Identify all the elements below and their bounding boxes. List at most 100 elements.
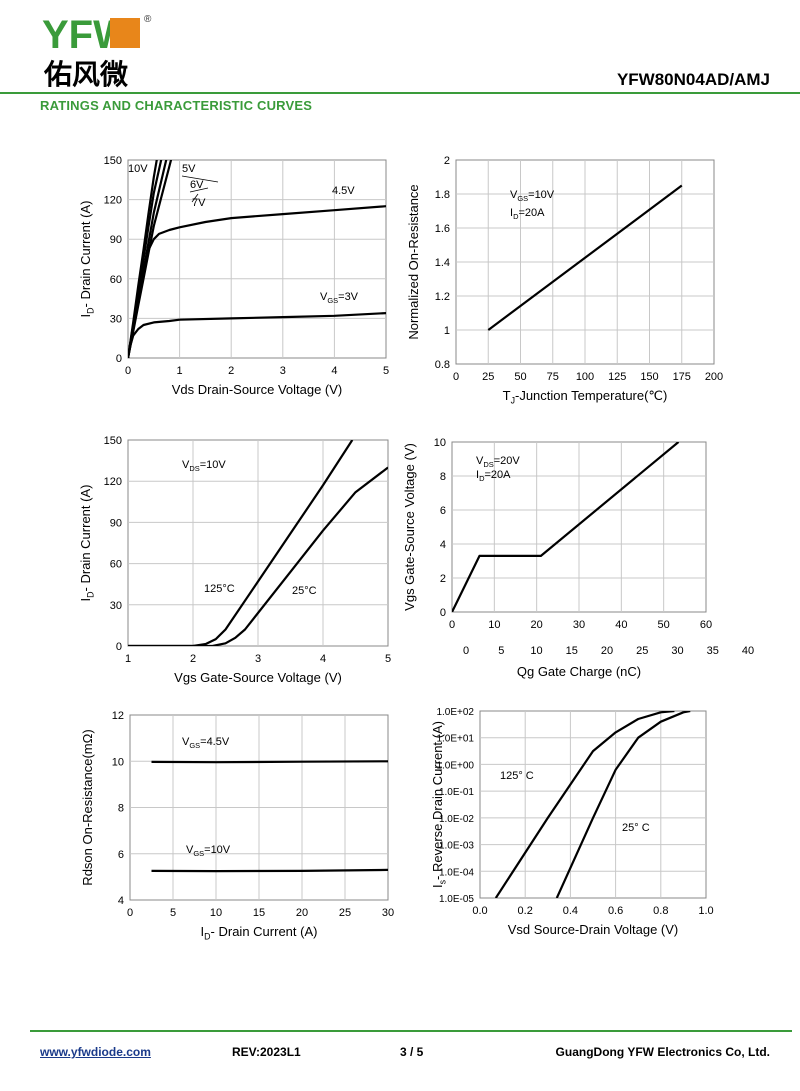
series-line-1 [555, 711, 691, 898]
x-tick-label: 4 [331, 365, 337, 377]
chart-annotation: 7V [192, 197, 206, 209]
y-axis-title: ID- Drain Current (A) [78, 485, 95, 602]
y-axis-title: Is- Reverse Drain Current (A) [430, 721, 447, 888]
x-axis-title: Qg Gate Charge (nC) [517, 664, 641, 679]
x2-tick-label: 5 [498, 645, 504, 657]
x-tick-label: 75 [547, 371, 559, 383]
y-tick-label: 2 [444, 155, 450, 167]
y-tick-label: 6 [440, 505, 446, 517]
y-tick-label: 4 [118, 895, 124, 907]
x-tick-label: 200 [705, 371, 723, 383]
series-line-0 [151, 760, 388, 764]
logo-w-block [110, 18, 140, 48]
x2-tick-label: 30 [671, 645, 683, 657]
x-axis-title: Vsd Source-Drain Voltage (V) [508, 922, 679, 937]
x-tick-label: 30 [382, 907, 394, 919]
x-tick-label: 50 [658, 619, 670, 631]
label-leader-line [181, 175, 219, 183]
chart-annotation: VGS=4.5V [182, 736, 230, 750]
x2-tick-label: 15 [566, 645, 578, 657]
y-tick-label: 150 [104, 155, 122, 167]
series-line-4 [128, 205, 386, 358]
y-tick-label: 1.0E-02 [439, 814, 474, 825]
y-tick-label: 1.8 [435, 189, 450, 201]
footer-company: GuangDong YFW Electronics Co, Ltd. [555, 1045, 770, 1059]
x-tick-label: 0.6 [608, 905, 623, 917]
x-axis-title: TJ-Junction Temperature(℃) [503, 388, 668, 405]
x-tick-label: 175 [673, 371, 691, 383]
x-tick-label: 25 [339, 907, 351, 919]
y-tick-label: 0 [116, 641, 122, 653]
y-axis-title: ID- Drain Current (A) [78, 201, 95, 318]
x-tick-label: 1 [125, 653, 131, 665]
y-tick-label: 1.0E+02 [436, 707, 474, 718]
series-line-0 [452, 442, 680, 612]
chart-rdson-vs-drain-current: 0 5 10 15 20 25 30 4 6 8 10 12 ID- Drain Current (A)… [78, 705, 408, 950]
series-line-1 [128, 466, 388, 646]
y-tick-label: 1.2 [435, 291, 450, 303]
y-axis-title: Rdson On-Resistance(mΩ) [80, 729, 95, 885]
footer-website-link[interactable]: www.yfwdiode.com [40, 1045, 151, 1059]
x-tick-label: 0 [125, 365, 131, 377]
y-tick-label: 1.0E+00 [436, 760, 474, 771]
x-tick-label: 2 [190, 653, 196, 665]
x-tick-label: 0 [453, 371, 459, 383]
header-divider [0, 92, 800, 94]
x-axis-title: Vds Drain-Source Voltage (V) [172, 382, 343, 397]
y-tick-label: 120 [104, 476, 122, 488]
y-tick-label: 12 [112, 710, 124, 722]
x-tick-label: 1 [177, 365, 183, 377]
section-title: RATINGS AND CHARACTERISTIC CURVES [40, 98, 313, 113]
x2-tick-label: 35 [707, 645, 719, 657]
x-tick-label: 2 [228, 365, 234, 377]
y-tick-label: 8 [118, 803, 124, 815]
x-tick-label: 1.0 [698, 905, 713, 917]
logo-registered: ® [144, 14, 152, 25]
chart-annotation: VDS=20V [476, 455, 520, 469]
chart-annotation: 125° C [500, 770, 534, 782]
footer-page-number: 3 / 5 [400, 1045, 424, 1059]
footer-divider [30, 1030, 792, 1032]
chart-annotation: VGS=10V [186, 844, 231, 858]
series-line-3 [128, 160, 173, 358]
x-tick-label: 20 [531, 619, 543, 631]
chart-annotation: 10V [128, 163, 148, 175]
y-tick-label: 8 [440, 471, 446, 483]
y-tick-label: 60 [110, 559, 122, 571]
y-tick-label: 4 [440, 539, 446, 551]
y-tick-label: 1.0E-01 [439, 787, 474, 798]
x-tick-label: 4 [320, 653, 326, 665]
chart-svg-5: 0.0 0.2 0.4 0.6 0.8 1.0 1.0E-05 1.0E-04 1.0E-03 1… [430, 707, 714, 937]
y-tick-label: 1.6 [435, 223, 450, 235]
chart-annotation: 125°C [204, 583, 235, 595]
chart-svg-2: 1 2 3 4 5 0 30 60 90 120 150 Vgs Gate-Source Voltag… [78, 435, 391, 685]
y-tick-label: 1.0E+01 [436, 734, 474, 745]
y-tick-label: 10 [434, 437, 446, 449]
y-tick-label: 0.8 [435, 359, 450, 371]
x-axis-title: Vgs Gate-Source Voltage (V) [174, 670, 342, 685]
chart-normalized-on-resistance: 0 25 50 75 100 125 150 175 200 0.8 1 1.2 1.4 1.6 1.8 2 T… [404, 150, 734, 415]
chart-annotation: ID=20A [510, 207, 545, 221]
y-tick-label: 1.0E-05 [439, 894, 474, 905]
x-tick-label: 0.4 [563, 905, 578, 917]
x-tick-label: 10 [488, 619, 500, 631]
x-tick-label: 5 [383, 365, 389, 377]
y-tick-label: 1.4 [435, 257, 450, 269]
x-tick-label: 5 [385, 653, 391, 665]
x-tick-label: 50 [514, 371, 526, 383]
y-tick-label: 60 [110, 274, 122, 286]
x-tick-label: 10 [210, 907, 222, 919]
x2-tick-label: 10 [530, 645, 542, 657]
y-axis-title: Normalized On-Resistance [406, 184, 421, 339]
x-tick-label: 125 [608, 371, 626, 383]
y-tick-label: 1.0E-04 [439, 867, 474, 878]
y-tick-label: 0 [440, 607, 446, 619]
x-tick-label: 0.2 [518, 905, 533, 917]
series-line-1 [151, 868, 388, 873]
y-tick-label: 30 [110, 600, 122, 612]
label-leader-line [189, 187, 209, 193]
x-tick-label: 5 [170, 907, 176, 919]
x-tick-label: 20 [296, 907, 308, 919]
chart-annotation: ID=20A [476, 469, 511, 483]
x-tick-label: 0.0 [472, 905, 487, 917]
